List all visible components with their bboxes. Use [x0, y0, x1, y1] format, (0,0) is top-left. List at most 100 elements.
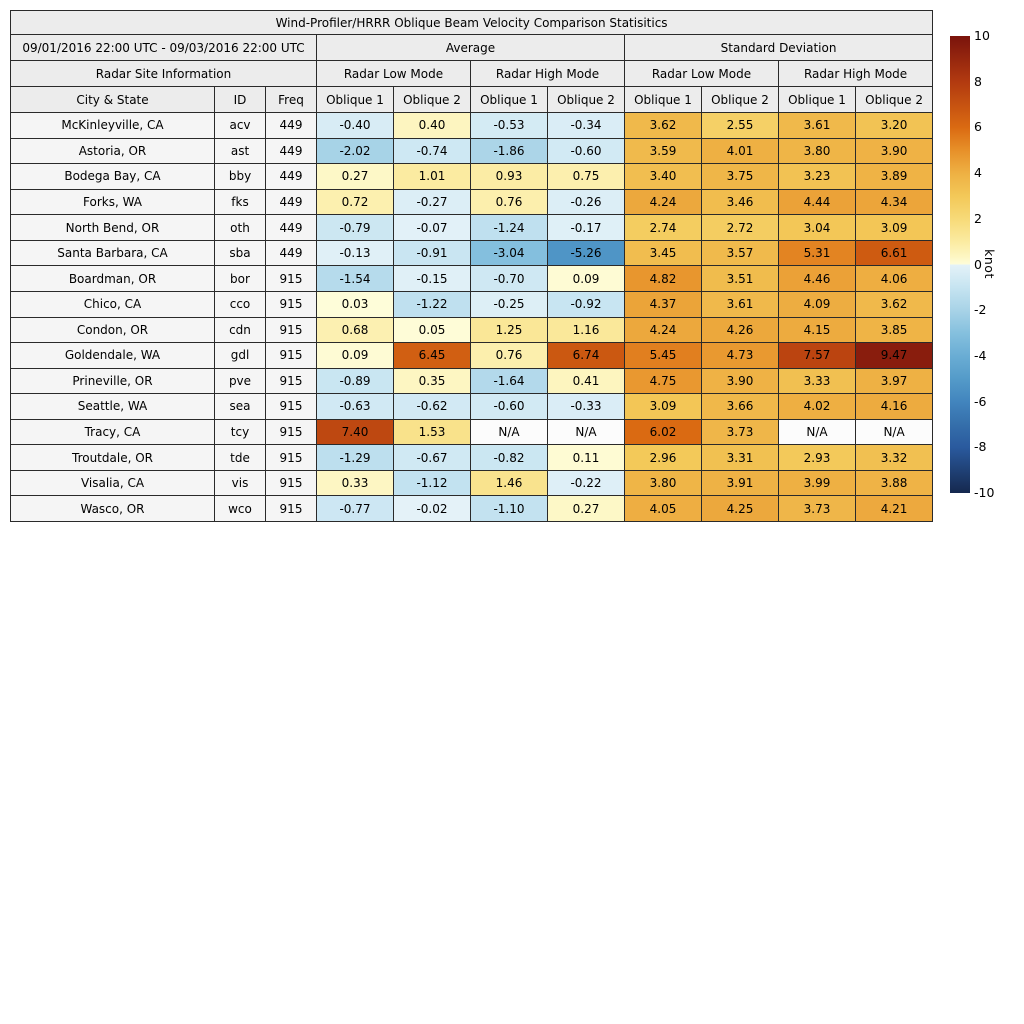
value-cell: 4.46: [778, 265, 856, 292]
value-cell: 3.66: [701, 393, 779, 420]
value-cell: 3.80: [778, 137, 856, 165]
value-cell: 4.73: [701, 342, 779, 369]
freq-cell: 915: [265, 418, 317, 446]
value-cell: 0.76: [470, 188, 548, 216]
group-header-average: Average: [316, 34, 625, 61]
city-cell: Astoria, OR: [10, 137, 215, 165]
value-cell: 3.61: [778, 112, 856, 139]
value-cell: -0.67: [393, 444, 471, 471]
col-header-city-state: City & State: [10, 86, 215, 113]
value-cell: 3.59: [624, 137, 702, 165]
value-cell: 3.57: [701, 239, 779, 267]
freq-cell: 449: [265, 239, 317, 267]
site-id-cell: gdl: [214, 342, 266, 369]
col-header-oblique2: Oblique 2: [547, 86, 625, 113]
value-cell: 3.61: [701, 290, 779, 318]
city-cell: Santa Barbara, CA: [10, 239, 215, 267]
table-body: McKinleyville, CA acv 449 -0.40 0.40 -0.53 -0.…: [10, 112, 934, 522]
value-cell: -0.60: [547, 137, 625, 165]
value-cell: 3.31: [701, 444, 779, 471]
value-cell: 0.03: [316, 290, 394, 318]
value-cell: 3.33: [778, 367, 856, 395]
table-row: Tracy, CA tcy 915 7.40 1.53 N/A N/A 6.02 3.73 N/A…: [10, 418, 934, 446]
col-header-id: ID: [214, 86, 266, 113]
colorbar-tick-labels: 10 8 6 4 2 0 -2 -4 -6 -8 -10: [974, 29, 1014, 498]
value-cell: 3.62: [854, 290, 934, 318]
value-cell: -1.12: [393, 469, 471, 497]
table-row: Prineville, OR pve 915 -0.89 0.35 -1.64 0.41 4.…: [10, 367, 934, 395]
city-cell: Prineville, OR: [10, 367, 215, 395]
site-id-cell: wco: [214, 495, 266, 522]
value-cell: -0.77: [316, 495, 394, 522]
value-cell: 3.73: [778, 495, 856, 522]
site-id-cell: tcy: [214, 418, 266, 446]
value-cell: 6.61: [854, 239, 934, 267]
freq-cell: 449: [265, 137, 317, 165]
city-cell: Seattle, WA: [10, 393, 215, 420]
value-cell: 6.45: [393, 342, 471, 369]
value-cell: 4.21: [854, 495, 934, 522]
value-cell: 4.25: [701, 495, 779, 522]
value-cell: -1.22: [393, 290, 471, 318]
value-cell: 3.20: [854, 112, 934, 139]
group-header-standard-deviation: Standard Deviation: [623, 34, 934, 61]
mode-header-sd-high: Radar High Mode: [777, 60, 934, 87]
value-cell: 3.46: [701, 188, 779, 216]
value-cell: -0.15: [393, 265, 471, 292]
site-id-cell: sba: [214, 239, 266, 267]
col-header-oblique1: Oblique 1: [470, 86, 548, 113]
col-header-oblique1: Oblique 1: [316, 86, 394, 113]
site-id-cell: bby: [214, 163, 266, 190]
site-id-cell: tde: [214, 444, 266, 471]
colorbar-gradient: [950, 36, 970, 493]
mode-header-avg-low: Radar Low Mode: [316, 60, 471, 87]
value-cell: -1.54: [316, 265, 394, 292]
site-id-cell: pve: [214, 367, 266, 395]
value-cell: 0.09: [547, 265, 625, 292]
table-row: Forks, WA fks 449 0.72 -0.27 0.76 -0.26 4.24 3.4…: [10, 188, 934, 216]
value-cell: -0.13: [316, 239, 394, 267]
value-cell: 0.05: [393, 316, 471, 344]
freq-cell: 915: [265, 393, 317, 420]
city-cell: Wasco, OR: [10, 495, 215, 522]
freq-cell: 915: [265, 367, 317, 395]
value-cell: 4.06: [854, 265, 934, 292]
freq-cell: 915: [265, 444, 317, 471]
value-cell: N/A: [470, 418, 548, 446]
colorbar-tick: 4: [974, 164, 982, 180]
value-cell: -0.40: [316, 112, 394, 139]
value-cell: 4.09: [778, 290, 856, 318]
value-cell: -0.02: [393, 495, 471, 522]
value-cell: 0.33: [316, 469, 394, 497]
site-id-cell: bor: [214, 265, 266, 292]
value-cell: -0.74: [393, 137, 471, 165]
city-cell: Chico, CA: [10, 290, 215, 318]
date-range: 09/01/2016 22:00 UTC - 09/03/2016 22:00 …: [10, 34, 317, 61]
value-cell: 0.09: [316, 342, 394, 369]
freq-cell: 915: [265, 469, 317, 497]
value-cell: 3.99: [778, 469, 856, 497]
value-cell: 3.91: [701, 469, 779, 497]
col-header-oblique1: Oblique 1: [778, 86, 856, 113]
site-id-cell: fks: [214, 188, 266, 216]
value-cell: 3.23: [778, 163, 856, 190]
value-cell: -3.04: [470, 239, 548, 267]
value-cell: 3.09: [854, 214, 934, 241]
table-row: Condon, OR cdn 915 0.68 0.05 1.25 1.16 4.24 4.26…: [10, 316, 934, 344]
value-cell: 7.40: [316, 418, 394, 446]
value-cell: 0.72: [316, 188, 394, 216]
site-id-cell: oth: [214, 214, 266, 241]
value-cell: 0.68: [316, 316, 394, 344]
value-cell: 1.25: [470, 316, 548, 344]
value-cell: 3.90: [701, 367, 779, 395]
value-cell: 6.02: [624, 418, 702, 446]
value-cell: 9.47: [854, 342, 934, 369]
colorbar-tick: 2: [974, 210, 982, 226]
city-cell: North Bend, OR: [10, 214, 215, 241]
value-cell: 4.15: [778, 316, 856, 344]
value-cell: -0.62: [393, 393, 471, 420]
table-row: McKinleyville, CA acv 449 -0.40 0.40 -0.53 -0.…: [10, 112, 934, 139]
value-cell: 2.55: [701, 112, 779, 139]
city-cell: Troutdale, OR: [10, 444, 215, 471]
